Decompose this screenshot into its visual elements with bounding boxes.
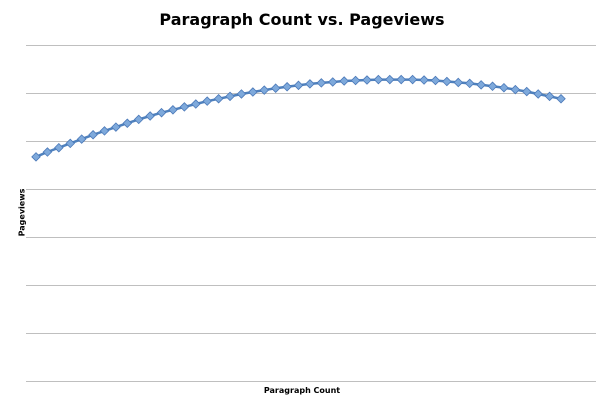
- data-point: [521, 86, 532, 97]
- data-point: [305, 79, 315, 89]
- data-point: [31, 152, 41, 162]
- data-point: [168, 105, 178, 115]
- data-point: [419, 75, 429, 85]
- data-point: [476, 80, 486, 90]
- data-point: [499, 82, 509, 93]
- data-point: [442, 76, 452, 87]
- data-point: [191, 99, 201, 109]
- data-point: [533, 89, 543, 99]
- data-point: [327, 77, 338, 87]
- data-point: [316, 78, 327, 88]
- chart-title: Paragraph Count vs. Pageviews: [159, 10, 445, 29]
- data-point: [510, 84, 521, 95]
- data-point: [282, 81, 292, 92]
- data-point: [145, 111, 155, 121]
- data-point: [248, 87, 258, 97]
- data-point: [544, 91, 555, 102]
- data-point: [225, 91, 235, 102]
- data-point: [88, 129, 98, 140]
- data-point: [487, 81, 498, 92]
- data-point: [339, 76, 349, 86]
- data-point: [179, 102, 190, 112]
- data-point: [202, 96, 212, 106]
- data-point: [76, 134, 87, 144]
- data-point: [373, 74, 384, 85]
- data-point: [42, 147, 53, 157]
- data-point: [385, 74, 395, 85]
- data-point: [65, 138, 76, 149]
- data-point: [54, 142, 64, 153]
- data-point: [396, 74, 406, 85]
- data-point: [133, 114, 144, 125]
- series-line: [35, 78, 562, 158]
- data-point: [99, 126, 110, 136]
- data-point: [293, 80, 304, 91]
- data-point: [213, 93, 224, 104]
- data-point: [122, 118, 133, 129]
- data-point: [430, 75, 441, 86]
- data-point: [236, 89, 247, 99]
- series-group: [31, 74, 566, 162]
- data-point: [556, 93, 566, 104]
- data-point: [453, 77, 464, 88]
- data-point: [156, 107, 167, 118]
- data-point: [111, 122, 121, 132]
- data-point: [464, 78, 475, 89]
- x-axis-label: Paragraph Count: [263, 386, 341, 395]
- data-point: [362, 75, 372, 85]
- data-point: [350, 75, 361, 86]
- data-point: [407, 74, 418, 85]
- data-point: [270, 83, 281, 93]
- data-point: [259, 85, 270, 95]
- gridlines: [26, 45, 596, 382]
